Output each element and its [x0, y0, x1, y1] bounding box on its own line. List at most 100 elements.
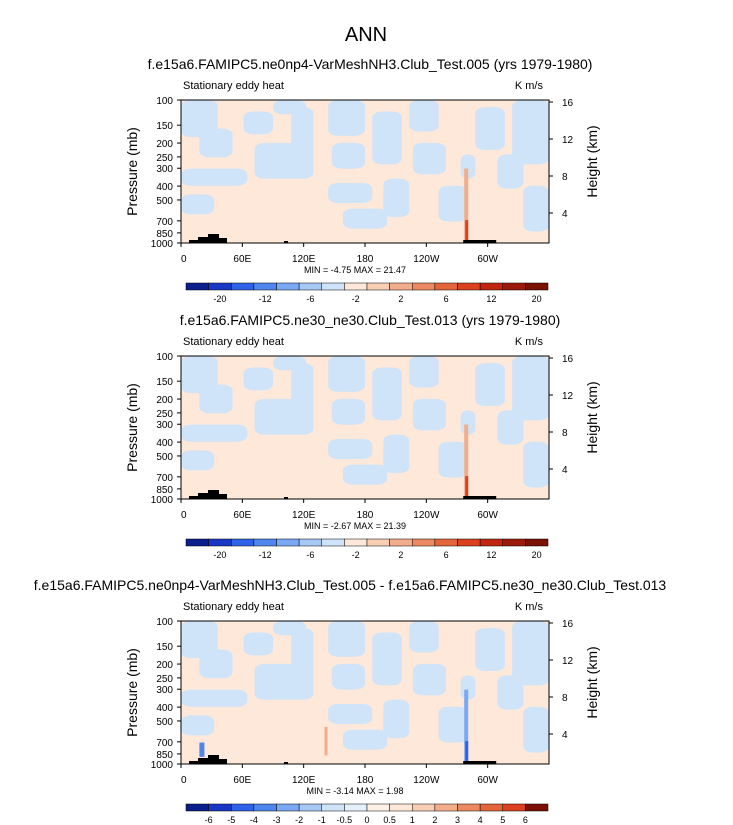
colorbar-swatch [389, 803, 413, 812]
colorbar-swatch [344, 803, 368, 812]
field-region-negative [383, 434, 410, 474]
field-region-negative [342, 729, 388, 750]
field-region-negative [181, 100, 218, 138]
field-region-negative [291, 363, 314, 411]
pressure-tick-label: 250 [156, 153, 173, 164]
x-tick-label: 120W [413, 254, 440, 265]
field-region-negative [181, 168, 248, 186]
colorbar-swatch [298, 538, 322, 547]
x-tick-label: 180 [357, 775, 374, 786]
pressure-tick-label: 150 [156, 642, 173, 653]
pressure-tick-label: 400 [156, 438, 173, 449]
colorbar-label: -6 [205, 815, 213, 825]
y-axis-label-right: Height (km) [584, 646, 600, 718]
colorbar-label: -5 [227, 815, 235, 825]
x-tick-label: 60W [477, 775, 498, 786]
pressure-tick-label: 1000 [151, 239, 174, 250]
colorbar-label: -3 [272, 815, 280, 825]
colorbar-label: -2 [352, 294, 360, 304]
height-tick-label: 8 [562, 693, 568, 704]
pressure-tick-label: 500 [156, 452, 173, 463]
pressure-tick-label: 400 [156, 703, 173, 714]
panel-title: f.e15a6.FAMIPC5.ne30_ne30.Club_Test.013 … [180, 312, 561, 328]
topography-small [284, 762, 288, 764]
colorbar-swatch [321, 538, 345, 547]
field-region-negative [181, 194, 215, 215]
field-region-negative [199, 384, 233, 414]
colorbar-label: -6 [306, 294, 314, 304]
chart-panel-3: f.e15a6.FAMIPC5.ne0np4-VarMeshNH3.Club_T… [34, 577, 667, 825]
colorbar-label: -2 [295, 815, 303, 825]
height-tick-label: 12 [562, 656, 574, 667]
panel-title: f.e15a6.FAMIPC5.ne0np4-VarMeshNH3.Club_T… [148, 56, 593, 72]
colorbar-swatch [479, 538, 503, 547]
colorbar-swatch [434, 803, 458, 812]
field-region-negative [331, 142, 365, 169]
colorbar-label: 5 [500, 815, 505, 825]
field-region-negative [523, 441, 549, 488]
colorbar-swatch [185, 538, 209, 547]
eddy-streak-diff [324, 726, 328, 756]
colorbar-swatch [185, 803, 209, 812]
colorbar-swatch [253, 538, 277, 547]
panel-left-label: Stationary eddy heat [183, 80, 284, 92]
colorbar-swatch [276, 803, 300, 812]
topography-small [284, 241, 288, 243]
height-tick-label: 12 [562, 391, 574, 402]
x-tick-label: 120E [292, 775, 316, 786]
pressure-tick-label: 500 [156, 196, 173, 207]
colorbar-swatch [208, 538, 232, 547]
x-tick-label: 60W [477, 510, 498, 521]
chart-panel-1: f.e15a6.FAMIPC5.ne0np4-VarMeshNH3.Club_T… [124, 56, 600, 304]
field-region-negative [254, 398, 314, 435]
colorbar-label: 3 [455, 815, 460, 825]
colorbar-label: -0.5 [337, 815, 353, 825]
y-axis-label-right: Height (km) [584, 381, 600, 453]
field-region-negative [331, 663, 365, 690]
pressure-tick-label: 200 [156, 395, 173, 406]
panel-units-label: K m/s [515, 601, 544, 613]
field-region-negative [181, 424, 248, 442]
eddy-streak [464, 689, 469, 764]
colorbar-swatch [298, 803, 322, 812]
colorbar-swatch [525, 282, 549, 291]
field-region-negative [328, 182, 373, 203]
colorbar-swatch [231, 282, 255, 291]
topography-andes [463, 761, 497, 764]
stats-label: MIN = -2.67 MAX = 21.39 [304, 521, 406, 531]
panels: f.e15a6.FAMIPC5.ne0np4-VarMeshNH3.Club_T… [34, 56, 667, 825]
pressure-tick-label: 700 [156, 738, 173, 749]
colorbar-label: 2 [432, 815, 437, 825]
field-layer [181, 100, 549, 243]
colorbar-label: 20 [532, 550, 542, 560]
topography-andes [463, 496, 497, 499]
x-tick-label: 120W [413, 510, 440, 521]
field-region-negative [328, 100, 365, 136]
pressure-tick-label: 850 [156, 229, 173, 240]
field-region-negative [291, 628, 314, 676]
height-tick-label: 8 [562, 172, 568, 183]
colorbar-swatch [457, 282, 481, 291]
x-tick-label: 180 [357, 510, 374, 521]
colorbar-label: 4 [478, 815, 483, 825]
eddy-streak-core [465, 476, 469, 499]
colorbar-label: 2 [398, 550, 403, 560]
colorbar-label: 20 [532, 294, 542, 304]
pressure-tick-label: 100 [156, 352, 173, 363]
field-region-negative [523, 185, 549, 232]
x-tick-label: 120E [292, 254, 316, 265]
colorbar-label: -6 [306, 550, 314, 560]
field-region-negative [181, 715, 215, 736]
height-tick-label: 4 [562, 209, 568, 220]
pressure-tick-label: 300 [156, 420, 173, 431]
colorbar-swatch [321, 282, 345, 291]
colorbar-swatch [208, 803, 232, 812]
colorbar-label: 6 [523, 815, 528, 825]
eddy-streak [464, 424, 469, 499]
field-region-negative [372, 367, 402, 421]
field-region-negative [328, 356, 365, 392]
panel-units-label: K m/s [515, 80, 544, 92]
eddy-streak-core [465, 220, 469, 243]
height-tick-label: 16 [562, 98, 574, 109]
